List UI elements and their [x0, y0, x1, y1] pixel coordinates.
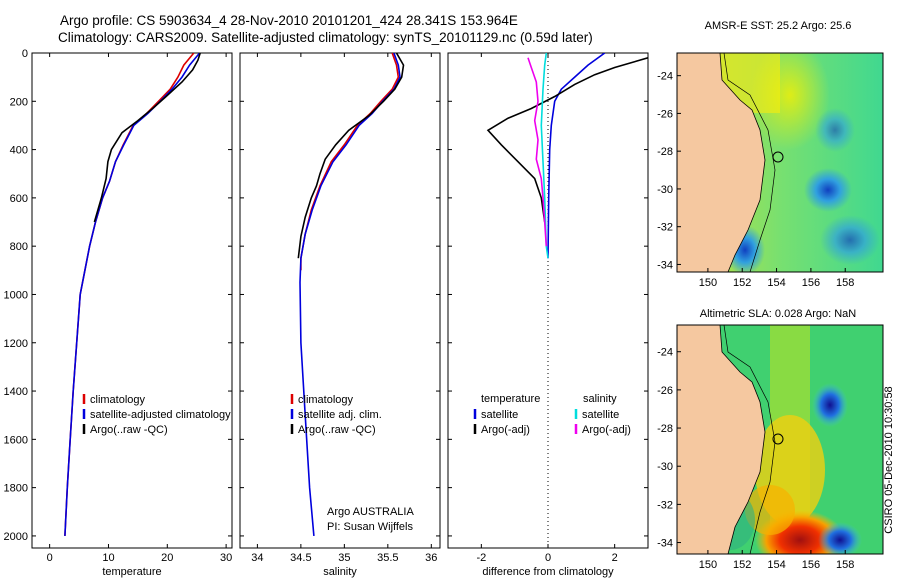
map-x-tick-label: 154 — [767, 277, 785, 289]
series-line — [93, 53, 201, 223]
map-y-tick-label: -24 — [657, 71, 673, 83]
sla-map-title: Altimetric SLA: 0.028 Argo: NaN — [700, 308, 857, 320]
profile-panel-2: 34 34.5 35 35.5 36 salinity climatology satelli… — [239, 52, 441, 578]
map-x-tick-label: 156 — [802, 277, 820, 289]
annotation-text: Argo AUSTRALIA — [327, 506, 414, 518]
map-x-tick-label: 152 — [733, 559, 751, 571]
y-tick-label: 1200 — [4, 338, 28, 350]
y-tick-label: 200 — [10, 96, 28, 108]
x-axis-label: temperature — [102, 566, 161, 578]
legend-label: satellite adj. clim. — [298, 409, 382, 421]
y-tick-label: 600 — [10, 193, 28, 205]
x-tick-label: 35 — [338, 552, 350, 564]
profile-panel-3: -2 0 2 difference from climatology temperatu… — [447, 52, 649, 578]
map-y-tick-label: -32 — [657, 222, 673, 234]
x-tick-label: 10 — [102, 552, 114, 564]
map-y-tick-label: -32 — [657, 499, 673, 511]
x-axis-label: difference from climatology — [482, 566, 614, 578]
series-line — [299, 53, 401, 536]
x-tick-label: 30 — [220, 552, 232, 564]
legend-header: salinity — [583, 393, 617, 405]
series-line — [486, 57, 648, 223]
series-line — [297, 53, 405, 259]
legend-label: Argo(..raw -QC) — [90, 424, 168, 436]
legend-label: satellite — [481, 409, 518, 421]
side-timestamp: CSIRO 05-Dec-2010 10:30:58 — [883, 386, 895, 533]
y-tick-label: 800 — [10, 241, 28, 253]
sst-map-frame — [676, 52, 884, 273]
x-tick-label: 0 — [47, 552, 53, 564]
sst-map-title: AMSR-E SST: 25.2 Argo: 25.6 — [705, 20, 852, 32]
x-axis-label: salinity — [323, 566, 357, 578]
map-x-tick-label: 158 — [836, 559, 854, 571]
x-tick-label: -2 — [476, 552, 486, 564]
chart-title-line2: Climatology: CARS2009. Satellite-adjuste… — [58, 30, 593, 45]
y-tick-label: 1400 — [4, 386, 28, 398]
map-y-tick-label: -28 — [657, 146, 673, 158]
series-line — [547, 53, 606, 259]
x-tick-label: 36 — [425, 552, 437, 564]
legend-label: climatology — [298, 394, 354, 406]
legend-label: Argo(..raw -QC) — [298, 424, 376, 436]
legend-label: satellite — [582, 409, 619, 421]
x-tick-label: 2 — [612, 552, 618, 564]
sst-map-axes: -24 -26 -28 -30 -32 -34 150 152 154 156 158 — [657, 71, 854, 289]
series-line — [527, 57, 548, 247]
x-tick-label: 20 — [161, 552, 173, 564]
legend-label: Argo(-adj) — [481, 424, 530, 436]
map-y-tick-label: -24 — [657, 347, 673, 359]
legend-label: climatology — [90, 394, 146, 406]
map-x-tick-label: 150 — [699, 277, 717, 289]
map-x-tick-label: 158 — [836, 277, 854, 289]
legend-label: satellite-adjusted climatology — [90, 409, 231, 421]
legend-label: Argo(-adj) — [582, 424, 631, 436]
sla-map-axes: -24 -26 -28 -30 -32 -34 150 152 154 156 158 — [657, 347, 854, 571]
y-tick-label: 0 — [22, 48, 28, 60]
map-y-tick-label: -30 — [657, 461, 673, 473]
map-x-tick-label: 156 — [802, 559, 820, 571]
y-tick-label: 400 — [10, 145, 28, 157]
x-tick-label: 34 — [251, 552, 263, 564]
series-line — [64, 53, 201, 536]
map-y-tick-label: -34 — [657, 259, 673, 271]
sla-map-frame — [676, 324, 884, 555]
map-y-tick-label: -30 — [657, 184, 673, 196]
map-y-tick-label: -26 — [657, 385, 673, 397]
plot-frame — [239, 52, 441, 549]
map-y-tick-label: -28 — [657, 423, 673, 435]
plot-frame — [31, 52, 233, 549]
y-tick-label: 1000 — [4, 289, 28, 301]
annotation-text: PI: Susan Wijffels — [327, 521, 413, 533]
profile-panel-1: 0 10 20 30 0 200 400 600 800 1000 1200 1400 1600 1800… — [4, 48, 233, 578]
legend-header: temperature — [481, 393, 540, 405]
x-tick-label: 35.5 — [377, 552, 398, 564]
map-x-tick-label: 154 — [767, 559, 785, 571]
sst-map — [677, 53, 883, 272]
y-tick-label: 1800 — [4, 483, 28, 495]
map-x-tick-label: 152 — [733, 277, 751, 289]
chart-title-line1: Argo profile: CS 5903634_4 28-Nov-2010 2… — [60, 13, 518, 28]
y-tick-label: 2000 — [4, 531, 28, 543]
x-tick-label: 34.5 — [290, 552, 311, 564]
map-y-tick-label: -34 — [657, 538, 673, 550]
map-y-tick-label: -26 — [657, 108, 673, 120]
map-x-tick-label: 150 — [699, 559, 717, 571]
x-tick-label: 0 — [545, 552, 551, 564]
sla-map — [677, 325, 883, 554]
y-tick-label: 1600 — [4, 434, 28, 446]
